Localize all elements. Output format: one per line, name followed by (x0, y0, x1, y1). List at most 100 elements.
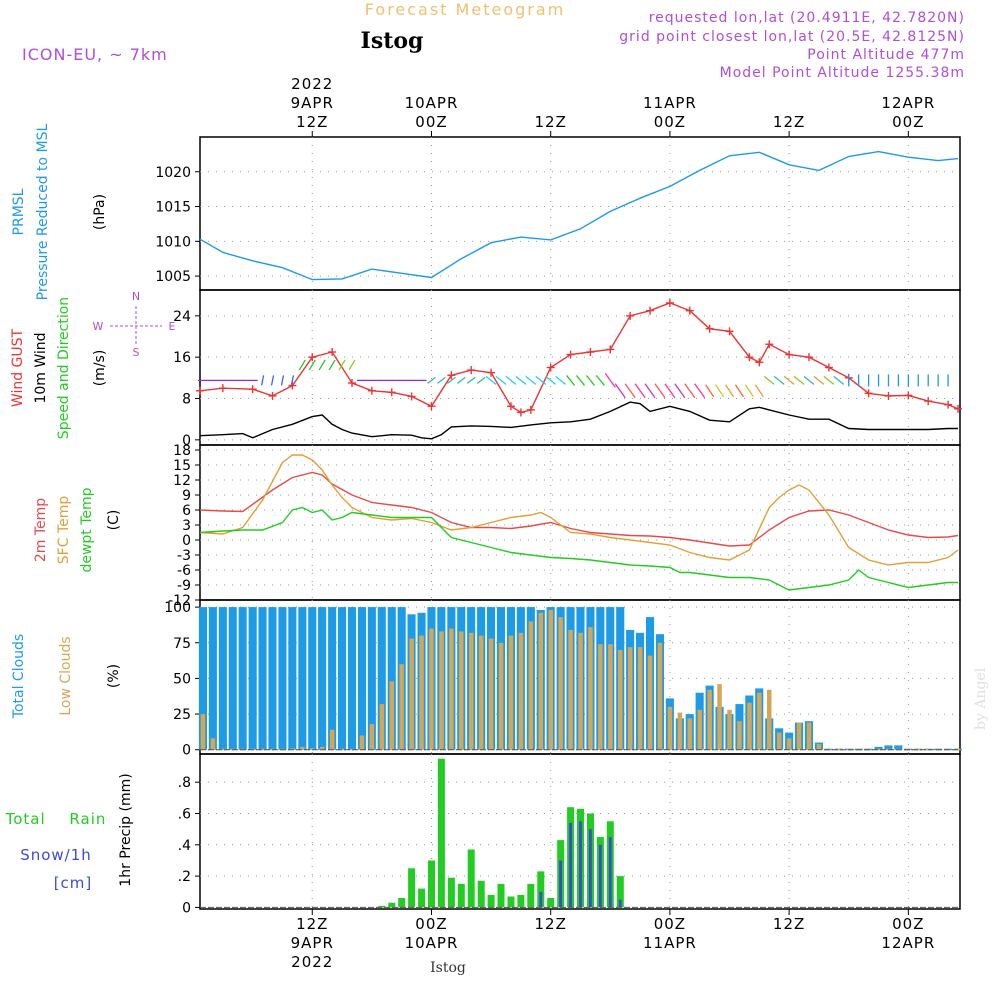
pressure-ytick-label: 1015 (155, 200, 191, 216)
top-time-label: 10APR (405, 94, 459, 112)
rain-bar (398, 898, 406, 908)
gust-point (218, 384, 227, 393)
bottom-time-label: 00Z (415, 915, 447, 933)
bottom-time-label: 12Z (535, 915, 567, 933)
gust-point (665, 298, 674, 307)
low-cloud-bar (618, 649, 623, 750)
low-cloud-bar (916, 748, 921, 751)
bottom-time-label: 11APR (643, 934, 697, 952)
compass-icon: N S W E (93, 290, 176, 359)
bottom-time-label: 00Z (654, 915, 686, 933)
wind-arrow (280, 375, 285, 386)
requested-coords: requested lon,lat (20.4911E, 42.7820N) (649, 10, 965, 26)
wind-arrow (823, 375, 835, 385)
low-cloud-bar (657, 642, 663, 750)
wind-arrow (555, 375, 567, 385)
low-cloud-bar (727, 709, 732, 750)
rain-bar (418, 888, 426, 908)
rain-bar (517, 894, 525, 908)
snow-bar (608, 837, 612, 908)
low-cloud-bar (876, 748, 881, 751)
total-cloud-bar (248, 607, 257, 750)
gust-point (765, 340, 774, 349)
gust-point (824, 363, 833, 372)
wind-arrow (566, 375, 576, 386)
model-altitude: Model Point Altitude 1255.38m (720, 65, 965, 81)
clouds-ytick-label: 0 (182, 743, 191, 759)
pressure-ytick-label: 1010 (155, 234, 191, 250)
wind-arrow (724, 384, 735, 398)
low-cloud-bar (290, 748, 295, 750)
gust-point (506, 402, 515, 411)
wind-arrow (446, 376, 456, 384)
precip-frame (199, 753, 961, 910)
low-cloud-bar (359, 735, 365, 750)
clouds-ytick-label: 100 (164, 600, 191, 616)
clouds-ytick-label: 50 (173, 671, 191, 687)
low-cloud-bar (518, 632, 524, 750)
wind-arrow (763, 375, 775, 385)
wind-arrow (614, 383, 626, 399)
low-cloud-bar (548, 610, 553, 750)
wind-arrow (515, 375, 527, 385)
wind-arrow (634, 383, 646, 399)
wind-arrow (535, 375, 547, 385)
credit-watermark: by Angel (973, 667, 989, 730)
pressure-ytick-label: 1020 (155, 165, 191, 181)
gust-point (646, 306, 655, 315)
pressure-label: PRMSL (11, 188, 27, 235)
wind-arrow (585, 375, 595, 386)
wind-side-labels: Wind GUST 10m Wind Speed and Direction (… (10, 290, 176, 439)
wind-arrow (715, 384, 725, 398)
model-label: ICON-EU, ~ 7km (22, 45, 168, 64)
pressure-unit: (hPa) (92, 194, 108, 230)
total-cloud-bar (874, 746, 883, 750)
top-time-label: 00Z (415, 113, 447, 131)
wind-arrow (466, 376, 476, 384)
low-cloud-bar (568, 629, 573, 750)
precip-panel: 0 .2 .4 .6 .8 (178, 753, 961, 916)
wind-arrow (308, 359, 316, 371)
wind-arrow (754, 384, 764, 398)
gust-point (884, 391, 893, 400)
precip-side-labels: Total Rain Snow/1h [cm] 1hr Precip (mm) (5, 773, 134, 892)
precip-ytick-label: .6 (178, 806, 191, 822)
gust-point (546, 363, 555, 372)
wind-arrow (545, 375, 557, 385)
low-cloud-bar (320, 746, 325, 750)
gust-point (586, 348, 595, 356)
sfc-temp-line (199, 454, 959, 566)
low-cloud-bar (409, 638, 414, 750)
top-time-label: 12Z (296, 113, 328, 131)
temperature-ytick-label: 12 (173, 473, 191, 489)
total-cloud-bar (894, 745, 903, 750)
low-cloud-bar (955, 748, 961, 751)
wind-arrow (328, 359, 336, 371)
wind-arrow (427, 376, 436, 384)
wind-arrow (505, 375, 517, 385)
gust-point (367, 386, 376, 395)
gust-label: Wind GUST (10, 328, 26, 407)
low-cloud-bar (260, 748, 265, 751)
top-time-label: 9APR (291, 94, 334, 112)
total-cloud-bar (347, 607, 356, 750)
gust-point (427, 402, 436, 411)
gust-point (924, 397, 933, 406)
rain-bar (437, 758, 445, 908)
total-cloud-bar (328, 607, 337, 750)
total-cloud-bar (218, 607, 227, 750)
low-cloud-bar (469, 632, 474, 750)
snow-bar (559, 860, 562, 908)
total-cloud-bar (367, 607, 376, 750)
temperature-ytick-label: 15 (173, 458, 191, 474)
gust-point (566, 350, 575, 359)
point-altitude: Point Altitude 477m (807, 47, 965, 63)
wind-arrow (260, 375, 265, 386)
low-cloud-bar (578, 632, 583, 750)
prmsl-line (199, 150, 959, 281)
low-cloud-bar (667, 706, 673, 750)
wind-arrow (684, 383, 696, 399)
wind-arrow (270, 375, 275, 386)
temperature-ytick-label: 3 (182, 518, 191, 534)
